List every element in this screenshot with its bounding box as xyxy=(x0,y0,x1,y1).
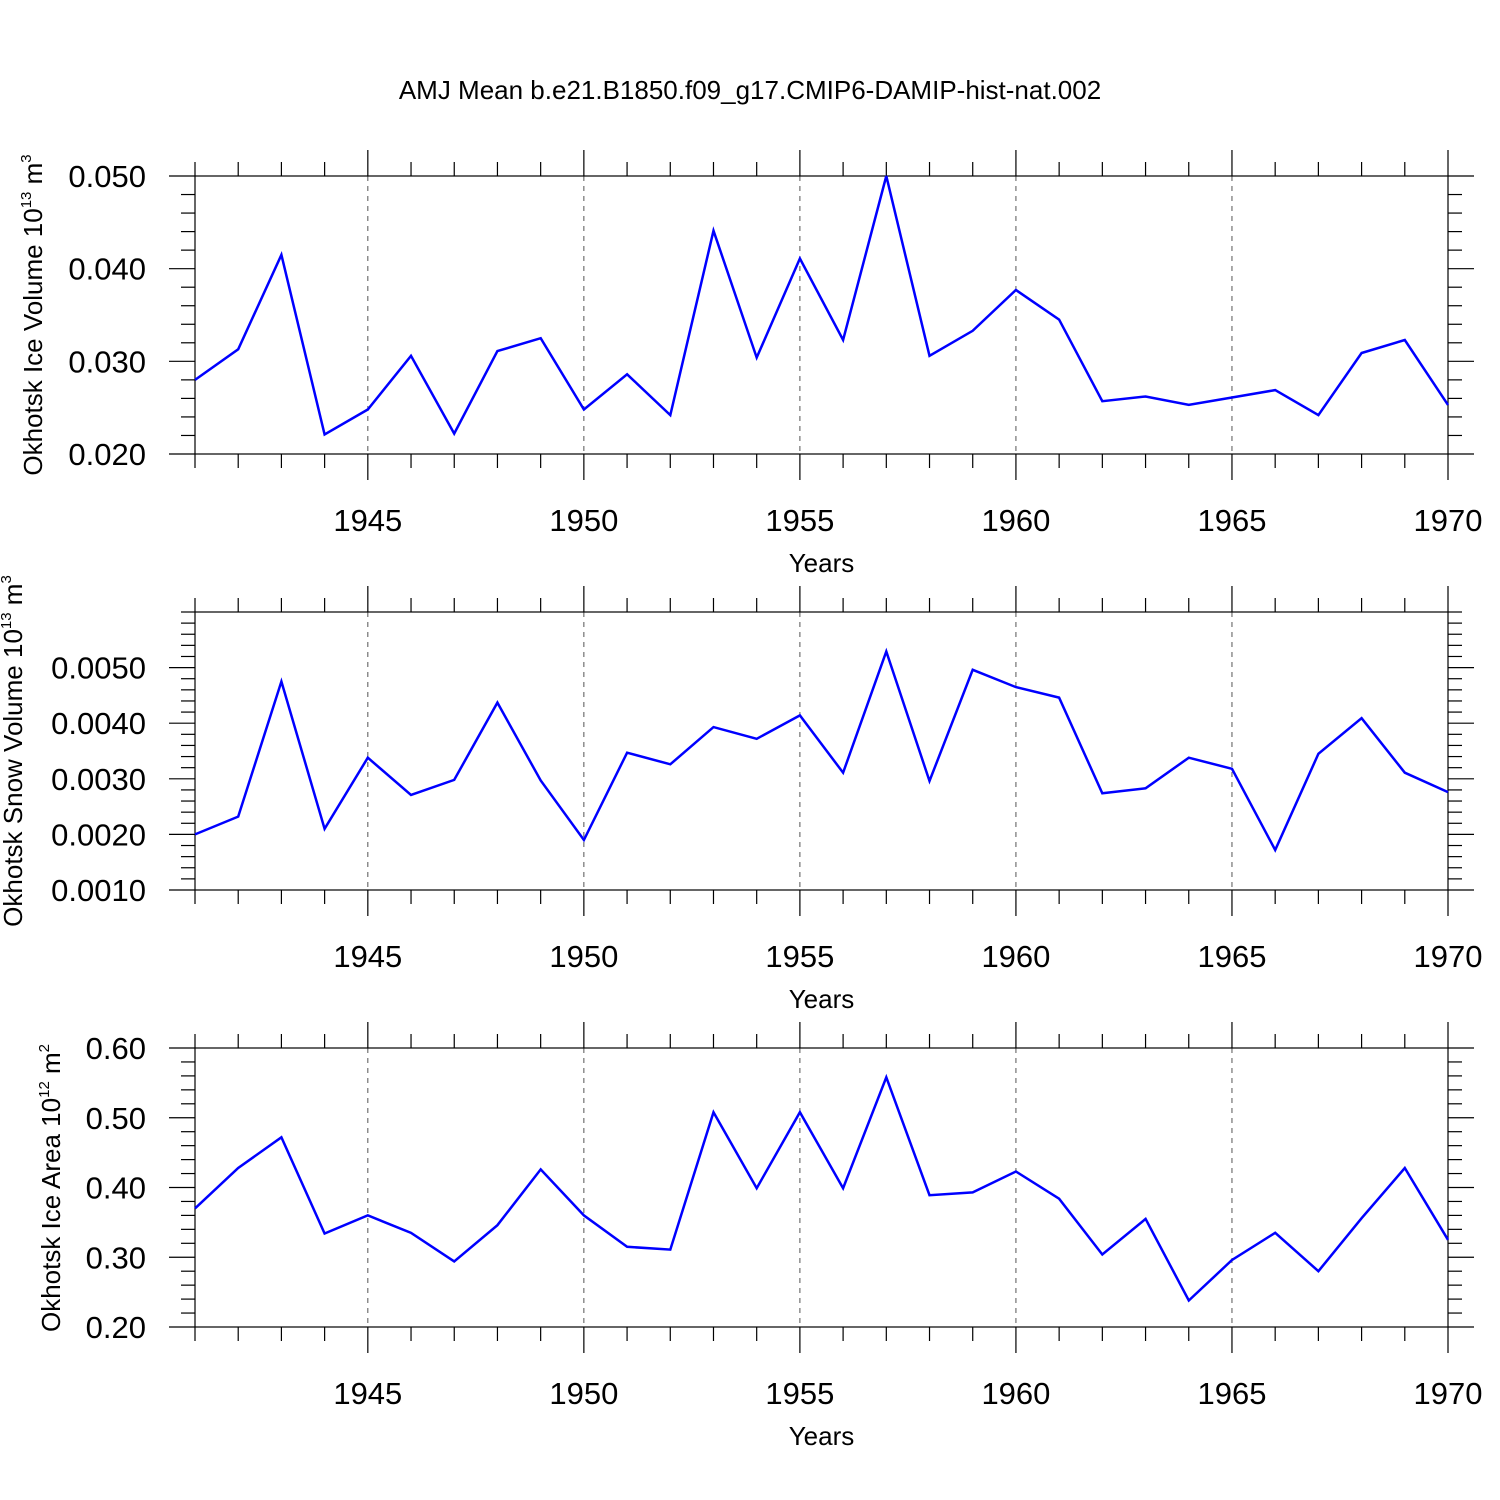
x-tick-label: 1950 xyxy=(549,939,618,974)
y-tick-label: 0.30 xyxy=(86,1240,146,1275)
x-tick-label: 1945 xyxy=(333,939,402,974)
plot-frame xyxy=(194,1047,1449,1328)
x-tick-label: 1960 xyxy=(981,503,1050,538)
y-tick-label: 0.60 xyxy=(86,1031,146,1066)
x-tick-label: 1970 xyxy=(1414,939,1483,974)
plot-frame xyxy=(194,611,1449,891)
y-axis-label: Okhotsk Ice Volume 1013 m3 xyxy=(18,154,48,475)
y-tick-label: 0.050 xyxy=(68,159,146,194)
x-tick-label: 1945 xyxy=(333,503,402,538)
x-tick-label: 1955 xyxy=(765,1376,834,1411)
y-tick-label: 0.040 xyxy=(68,252,146,287)
panel-ice-volume: 1945 1950 1955 1960 1965 1970 0.020 0.030 0.040 0… xyxy=(18,150,1482,578)
plot-frame xyxy=(194,175,1449,455)
x-axis-label: Years xyxy=(789,984,855,1014)
y-tick-label: 0.0040 xyxy=(51,706,146,741)
x-tick-label: 1960 xyxy=(981,939,1050,974)
y-tick-label: 0.40 xyxy=(86,1171,146,1206)
y-axis-label: Okhotsk Snow Volume 1013 m3 xyxy=(0,575,28,927)
panel-snow-volume: 1945 1950 1955 1960 1965 1970 0.0010 0.0020 0.00… xyxy=(0,575,1482,1014)
y-tick-label: 0.0010 xyxy=(51,873,146,908)
x-tick-label: 1960 xyxy=(981,1376,1050,1411)
x-tick-label: 1955 xyxy=(765,503,834,538)
x-tick-label: 1945 xyxy=(333,1376,402,1411)
x-tick-label: 1965 xyxy=(1197,1376,1266,1411)
x-tick-label: 1965 xyxy=(1197,503,1266,538)
panel-ice-area: 1945 1950 1955 1960 1965 1970 0.20 0.30 0.40 0.50… xyxy=(36,1022,1482,1451)
y-tick-label: 0.50 xyxy=(86,1101,146,1136)
x-tick-label: 1955 xyxy=(765,939,834,974)
x-axis-label: Years xyxy=(789,548,855,578)
figure-title: AMJ Mean b.e21.B1850.f09_g17.CMIP6-DAMIP… xyxy=(399,75,1101,105)
x-axis-label: Years xyxy=(789,1421,855,1451)
y-tick-label: 0.0030 xyxy=(51,762,146,797)
x-tick-label: 1950 xyxy=(549,1376,618,1411)
y-tick-label: 0.20 xyxy=(86,1310,146,1345)
x-tick-label: 1950 xyxy=(549,503,618,538)
y-tick-label: 0.0020 xyxy=(51,817,146,852)
x-tick-label: 1965 xyxy=(1197,939,1266,974)
series-line xyxy=(194,175,1450,437)
x-tick-label: 1970 xyxy=(1414,503,1483,538)
series-line xyxy=(194,647,1449,853)
x-tick-label: 1970 xyxy=(1414,1376,1483,1411)
y-tick-label: 0.020 xyxy=(68,437,146,472)
series-line xyxy=(194,1073,1450,1303)
y-tick-label: 0.030 xyxy=(68,344,146,379)
y-tick-label: 0.0050 xyxy=(51,651,146,686)
y-axis-label: Okhotsk Ice Area 1012 m2 xyxy=(36,1044,66,1332)
